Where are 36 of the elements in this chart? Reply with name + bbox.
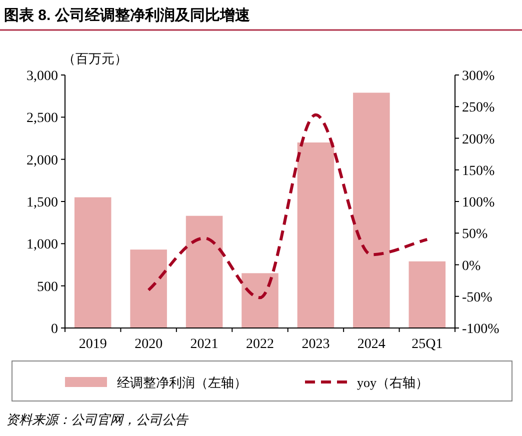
y2-tick-label: 100% — [462, 196, 495, 210]
text: 资料来源：公司官网，公司公告 — [6, 412, 189, 427]
x-tick-label: 25Q1 — [412, 337, 443, 352]
bar — [353, 92, 390, 328]
bar — [186, 216, 223, 328]
bar — [74, 197, 112, 328]
y2-tick-label: 300% — [462, 69, 495, 84]
y-tick-label: 0 — [51, 322, 58, 337]
y-tick-label: 1,000 — [26, 238, 58, 253]
legend-label: yoy（右轴） — [357, 375, 428, 390]
y-axis-title: （百万元） — [62, 51, 128, 66]
chart-title: 图表 8. 公司经调整净利润及同比增速 — [4, 6, 251, 24]
y2-tick-label: 0% — [462, 258, 481, 274]
x-tick-label: 2019 — [78, 337, 107, 352]
x-tick-label: 2023 — [302, 337, 330, 352]
bar — [408, 261, 446, 328]
bar — [130, 250, 167, 328]
x-tick-label: 2021 — [190, 337, 218, 352]
y-tick-label: 3,000 — [26, 69, 58, 84]
line-series — [147, 113, 429, 300]
bar — [242, 273, 278, 328]
y-tick-label: 2,500 — [26, 111, 58, 126]
y2-tick-label: 200% — [462, 132, 495, 148]
y2-tick-label: -100% — [462, 322, 500, 337]
bar — [297, 142, 334, 328]
y2-tick-label: 150% — [462, 164, 495, 179]
y-tick-label: 500 — [37, 280, 58, 295]
x-tick-label: 2022 — [246, 337, 274, 352]
y2-tick-label: 250% — [462, 100, 495, 116]
y2-tick-label: -50% — [462, 290, 493, 306]
legend-label: 经调整净利润（左轴） — [117, 375, 247, 390]
y-tick-label: 2,000 — [26, 153, 58, 168]
x-tick-label: 2020 — [134, 337, 163, 352]
y2-tick-label: 50% — [462, 227, 488, 242]
y-tick-label: 1,500 — [26, 196, 58, 210]
x-tick-label: 2024 — [357, 337, 386, 352]
